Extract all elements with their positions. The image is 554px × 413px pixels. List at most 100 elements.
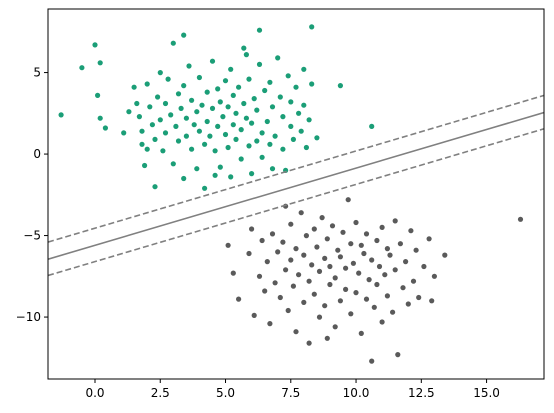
data-point-class-a [269,166,276,172]
data-point-class-b [332,275,338,281]
data-point-class-b [272,280,278,286]
data-point-class-a [275,55,281,61]
data-point-class-b [348,241,354,247]
x-tick-label: 12.5 [408,386,435,400]
data-point-class-a [228,66,234,72]
data-point-class-a [222,131,229,138]
data-point-class-a [256,27,263,33]
data-point-class-b [369,257,375,263]
data-point-class-a [194,166,200,172]
data-point-class-a [259,154,265,160]
data-point-class-a [267,141,273,147]
data-point-class-b [345,197,351,203]
data-point-class-a [301,66,307,72]
data-point-class-b [277,294,283,301]
data-point-class-a [215,86,221,92]
data-point-class-a [144,146,150,152]
x-tick-label: 7.5 [281,386,300,400]
data-point-class-b [387,252,393,258]
data-point-class-a [303,144,309,151]
x-tick-label: 15.0 [473,386,500,400]
data-point-class-b [246,250,252,257]
series-class-b [225,197,524,364]
data-point-class-b [311,226,317,232]
data-point-class-b [288,221,294,227]
data-point-class-b [358,242,364,248]
data-point-class-a [134,100,140,107]
data-point-class-b [316,268,323,274]
data-point-class-a [204,89,210,95]
data-point-class-b [337,254,343,260]
data-point-class-a [175,91,182,97]
data-point-class-b [293,329,299,335]
data-point-class-a [157,70,163,76]
data-point-class-a [288,99,294,105]
data-point-class-b [264,259,270,265]
data-point-class-a [256,61,263,67]
data-point-class-a [254,107,260,113]
y-tick-label: 5 [33,66,41,80]
data-point-class-a [121,130,127,136]
data-point-class-a [236,84,242,90]
data-point-class-b [262,288,268,294]
data-point-class-a [217,164,223,170]
margin-upper-line [48,94,544,243]
data-point-class-b [517,216,524,222]
data-point-class-a [272,133,278,139]
data-point-class-a [199,102,205,108]
x-tick-label: 0.0 [85,386,104,400]
data-point-class-a [102,125,108,131]
decision-boundary-line [48,111,544,260]
data-point-class-a [144,81,150,87]
data-point-class-b [322,303,328,309]
data-point-class-a [126,109,132,115]
data-point-class-a [369,123,375,129]
data-point-class-a [194,109,200,115]
data-point-class-a [241,100,247,107]
data-point-class-b [356,270,362,276]
data-point-class-a [160,148,166,154]
data-point-class-a [92,42,98,48]
data-point-class-b [374,237,380,244]
data-point-class-a [277,94,283,100]
data-point-class-a [246,143,252,149]
data-point-class-a [225,144,231,151]
data-point-class-b [376,263,383,270]
data-point-class-a [181,32,187,38]
data-point-class-b [316,314,323,320]
data-point-class-a [217,99,223,105]
data-point-class-a [139,141,145,147]
data-point-class-a [238,156,244,162]
data-point-class-a [95,92,101,98]
data-point-class-a [162,130,169,136]
data-point-class-a [202,141,208,147]
data-point-class-b [384,246,390,252]
data-point-class-b [403,259,409,265]
data-point-class-a [337,83,343,89]
data-point-class-b [358,330,364,336]
data-point-class-b [413,247,419,253]
data-point-class-b [267,321,273,327]
data-point-class-a [157,117,163,123]
data-point-class-a [97,115,103,121]
data-point-class-a [165,76,171,82]
data-point-class-a [254,138,260,144]
data-point-class-b [390,309,396,315]
data-point-class-b [296,272,302,278]
data-point-class-b [343,286,349,292]
data-point-class-b [275,249,281,255]
data-point-class-a [309,24,315,30]
data-point-class-a [285,73,291,79]
data-point-class-b [236,296,242,302]
data-point-class-a [181,83,187,89]
data-point-class-b [327,263,333,270]
y-tick-label: −10 [16,310,41,324]
data-point-class-a [183,115,189,121]
y-tick-label: 0 [33,147,41,161]
data-point-class-b [249,226,255,232]
data-point-class-a [288,123,294,129]
data-point-class-b [363,296,370,302]
data-point-class-a [314,135,320,141]
data-point-class-a [189,146,195,152]
data-point-class-a [175,138,182,144]
